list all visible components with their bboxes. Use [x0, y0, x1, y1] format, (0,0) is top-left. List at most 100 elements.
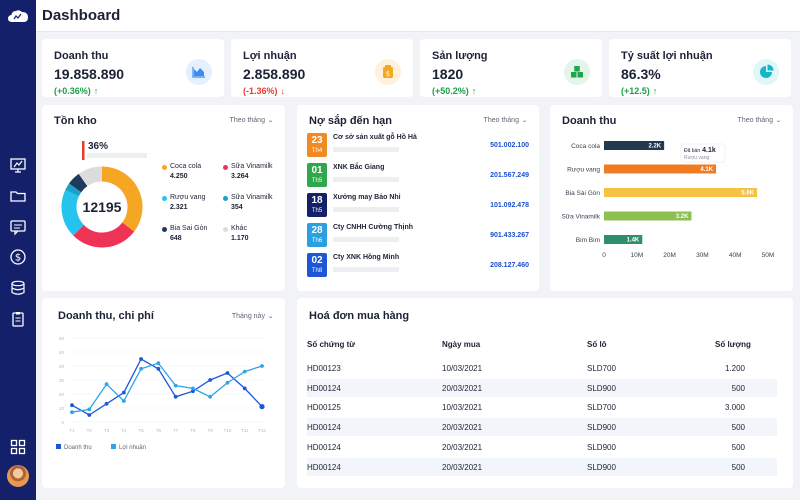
debts-filter[interactable]: Theo tháng ⌄: [484, 117, 528, 124]
bar[interactable]: [604, 211, 692, 221]
legend-name: Rượu vang: [170, 194, 206, 201]
table-cell: 500: [731, 442, 745, 452]
line-point[interactable]: [173, 394, 178, 399]
user-avatar[interactable]: [7, 465, 29, 487]
line-point[interactable]: [104, 401, 109, 406]
bar[interactable]: [604, 235, 643, 244]
table-cell: HD00124: [307, 462, 341, 472]
debt-company: Cty XNK Hồng Minh: [333, 254, 400, 261]
bar[interactable]: [604, 188, 758, 197]
legend-name: Coca cola: [170, 163, 202, 170]
revenue-filter[interactable]: Theo tháng ⌄: [738, 117, 782, 124]
database-icon[interactable]: [9, 279, 27, 297]
revenue-title: Doanh thu: [562, 115, 617, 127]
debt-row[interactable]: 18 Th5 Xưởng may Bảo Nhi 101.092.478: [307, 193, 529, 217]
line-point[interactable]: [70, 403, 74, 408]
svg-text:$: $: [15, 253, 21, 264]
presentation-icon[interactable]: [9, 156, 27, 174]
line-point[interactable]: [259, 404, 265, 410]
y-tick-label: 0: [61, 420, 64, 425]
debt-company: Cơ sở sản xuất gỗ Hồ Hà: [333, 134, 417, 141]
line-point[interactable]: [260, 364, 264, 368]
bar-value-label: 2.2K: [648, 144, 661, 150]
chart-icon: [186, 59, 212, 85]
debt-row[interactable]: 02 Th8 Cty XNK Hồng Minh 208.127.460: [307, 253, 529, 277]
bar-category-label: Coca cola: [571, 143, 600, 150]
debt-date-badge: 02 Th8: [307, 253, 327, 277]
table-row[interactable]: HD00124 20/03/2021 SLD900 500: [307, 438, 777, 456]
stat-card[interactable]: Lợi nhuận 2.858.890 (-1.36%) ↓ $: [231, 39, 413, 97]
line-point[interactable]: [242, 369, 247, 374]
line-point[interactable]: [139, 357, 143, 361]
table-row[interactable]: HD00123 10/03/2021 SLD700 1.200: [307, 359, 777, 377]
stat-card[interactable]: Sản lượng 1820 (+50.2%) ↑: [420, 39, 602, 97]
y-tick-label: 30: [59, 378, 65, 383]
legend-value: 2.321: [170, 204, 188, 211]
debt-amount: 201.567.249: [490, 172, 529, 179]
donut-slice[interactable]: [101, 166, 143, 232]
y-tick-label: 20: [59, 392, 65, 397]
revenue-bar-chart: Coca cola 2.2K Rượu vang 4.1K Bia Sài Gòn 5.6…: [561, 141, 774, 259]
line-point[interactable]: [208, 378, 213, 382]
line-point[interactable]: [191, 389, 195, 394]
line-point[interactable]: [242, 386, 247, 391]
line-point[interactable]: [173, 383, 178, 388]
bar[interactable]: [604, 141, 665, 150]
donut-slice[interactable]: [65, 183, 82, 197]
folder-icon[interactable]: [9, 187, 27, 205]
line-point[interactable]: [121, 390, 126, 395]
line-point[interactable]: [87, 413, 92, 417]
table-header[interactable]: Số chứng từ: [307, 340, 356, 349]
cloud-logo-icon[interactable]: [7, 8, 29, 24]
clipboard-icon[interactable]: [9, 310, 27, 328]
stat-value: 2.858.890: [243, 66, 306, 82]
line-point[interactable]: [87, 407, 92, 412]
debt-day: 23: [311, 135, 323, 146]
x-tick-label: T3: [104, 428, 110, 433]
line-point[interactable]: [225, 380, 230, 385]
line-point[interactable]: [121, 399, 126, 403]
pie-icon: [753, 59, 779, 85]
inventory-filter[interactable]: Theo tháng ⌄: [230, 117, 274, 124]
debt-row[interactable]: 23 Th4 Cơ sở sản xuất gỗ Hồ Hà 501.002.100: [307, 133, 529, 157]
debt-month: Th6: [311, 238, 323, 244]
table-row[interactable]: HD00125 10/03/2021 SLD700 3.000: [307, 398, 777, 416]
line-point[interactable]: [104, 382, 109, 387]
table-cell: 3.000: [724, 403, 745, 413]
stat-card[interactable]: Tỷ suất lợi nhuận 86.3% (+12.5) ↑: [609, 39, 791, 97]
revcost-filter[interactable]: Tháng này ⌄: [232, 313, 274, 320]
inventory-panel: Tồn kho Theo tháng ⌄ 12195 36% Coca cola 4.…: [42, 105, 285, 291]
donut-slice[interactable]: [78, 166, 103, 187]
debt-amount: 901.433.267: [490, 232, 529, 239]
legend-name: Khác: [231, 225, 247, 232]
debt-row[interactable]: 01 Th5 XNK Bắc Giang 201.567.249: [307, 163, 529, 187]
line-point[interactable]: [208, 394, 213, 399]
line-series: [71, 362, 263, 413]
table-row[interactable]: HD00124 20/03/2021 SLD900 500: [307, 378, 777, 397]
legend-name: Sữa Vinamilk: [231, 163, 273, 170]
debt-placeholder-bar: [333, 177, 399, 182]
debt-day: 02: [311, 255, 323, 266]
table-row[interactable]: HD00124 20/03/2021 SLD900 500: [307, 457, 777, 476]
bar[interactable]: [604, 164, 717, 174]
debt-row[interactable]: 28 Th6 Cty CNHH Cường Thịnh 901.433.267: [307, 223, 529, 247]
line-point[interactable]: [191, 386, 195, 391]
line-point[interactable]: [139, 366, 143, 371]
donut-slice[interactable]: [73, 222, 135, 248]
table-header[interactable]: Số lượng: [715, 340, 751, 349]
line-point[interactable]: [156, 366, 161, 371]
dollar-icon[interactable]: $: [9, 248, 27, 266]
table-header[interactable]: Số lô: [587, 340, 607, 349]
donut-slice[interactable]: [69, 173, 88, 193]
line-point[interactable]: [156, 361, 161, 366]
grid-icon[interactable]: [9, 438, 27, 456]
table-row[interactable]: HD00124 20/03/2021 SLD900 500: [307, 418, 777, 437]
line-point[interactable]: [70, 410, 74, 415]
message-icon[interactable]: [9, 218, 27, 236]
donut-slice[interactable]: [61, 189, 85, 236]
table-header[interactable]: Ngày mua: [442, 340, 481, 349]
stat-card[interactable]: Doanh thu 19.858.890 (+0.36%) ↑: [42, 39, 224, 97]
table-cell: HD00124: [307, 383, 341, 393]
highlight-percent: 36%: [88, 141, 108, 152]
line-point[interactable]: [225, 371, 230, 375]
